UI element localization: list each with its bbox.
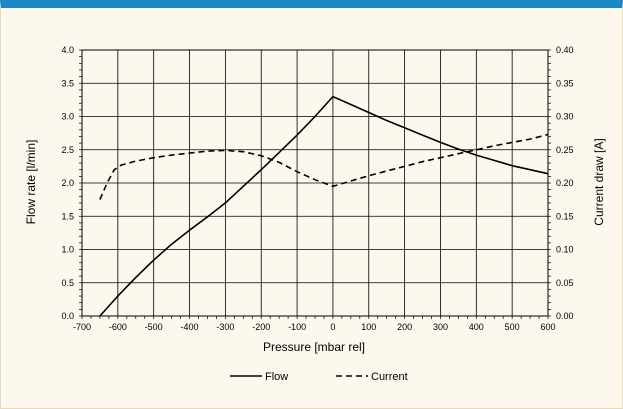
x-tick-label: 600 <box>540 322 555 332</box>
y-right-tick-label: 0.20 <box>556 178 574 188</box>
x-tick-label: -200 <box>252 322 270 332</box>
x-tick-label: -600 <box>109 322 127 332</box>
minor-ticks <box>79 49 551 319</box>
y-left-tick-label: 3.5 <box>61 78 74 88</box>
grid-lines <box>81 49 549 317</box>
y-left-tick-label: 2.0 <box>61 178 74 188</box>
x-tick-label: 0 <box>330 322 335 332</box>
x-axis-title: Pressure [mbar rel] <box>263 340 365 354</box>
y-right-tick-label: 0.00 <box>556 311 574 321</box>
y-left-tick-label: 3.0 <box>61 112 74 122</box>
x-tick-label: -100 <box>288 322 306 332</box>
series-lines <box>99 95 549 317</box>
x-tick-label: 300 <box>433 322 448 332</box>
legend: Flow Current <box>230 371 408 383</box>
y-left-axis-title: Flow rate [l/min] <box>24 140 38 225</box>
y-right-tick-label: 0.35 <box>556 78 574 88</box>
x-tick-label: -400 <box>181 322 199 332</box>
y-right-tick-label: 0.05 <box>556 278 574 288</box>
series-line-current <box>99 133 549 200</box>
y-right-axis-tick-labels: 0.00 0.05 0.10 0.15 0.20 0.25 0.30 0.35 0.40 <box>556 45 574 321</box>
y-right-tick-label: 0.25 <box>556 145 574 155</box>
series-line-flow <box>99 95 549 317</box>
y-right-tick-label: 0.10 <box>556 245 574 255</box>
y-left-tick-label: 2.5 <box>61 145 74 155</box>
x-tick-label: 400 <box>469 322 484 332</box>
x-axis-tick-labels: -700 -600 -500 -400 -300 -200 -100 0 100 200 300 40… <box>73 322 556 332</box>
x-tick-label: -500 <box>145 322 163 332</box>
x-tick-label: 200 <box>397 322 412 332</box>
legend-current-label: Current <box>371 371 408 383</box>
y-left-tick-label: 1.0 <box>61 245 74 255</box>
y-right-tick-label: 0.40 <box>556 45 574 55</box>
y-right-tick-label: 0.30 <box>556 112 574 122</box>
x-tick-label: 100 <box>361 322 376 332</box>
x-tick-label: -700 <box>73 322 91 332</box>
legend-flow-label: Flow <box>265 371 288 383</box>
x-tick-label: -300 <box>216 322 234 332</box>
y-left-tick-label: 0.0 <box>61 311 74 321</box>
y-left-tick-label: 4.0 <box>61 45 74 55</box>
y-left-axis-tick-labels: 0.0 0.5 1.0 1.5 2.0 2.5 3.0 3.5 4.0 <box>61 45 74 321</box>
y-right-tick-label: 0.15 <box>556 211 574 221</box>
x-tick-label: 500 <box>505 322 520 332</box>
y-left-tick-label: 0.5 <box>61 278 74 288</box>
y-right-axis-title: Current draw [A] <box>592 138 606 225</box>
y-left-tick-label: 1.5 <box>61 211 74 221</box>
